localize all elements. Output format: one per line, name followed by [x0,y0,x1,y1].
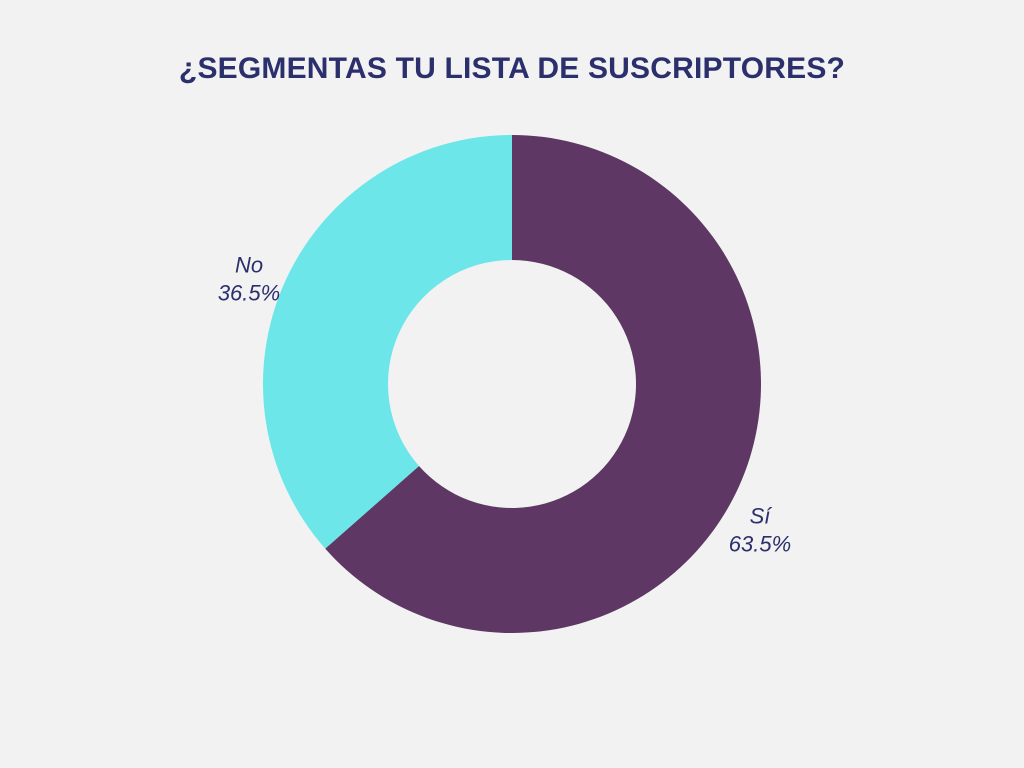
slice-si [325,135,761,633]
slice-label-name: No [235,252,263,277]
slice-labels: Sí 63.5% No 36.5% [218,252,791,556]
chart-title: ¿SEGMENTAS TU LISTA DE SUSCRIPTORES? [178,52,846,85]
slice-label-value: 36.5% [218,280,280,305]
slice-label-name: Sí [750,504,773,529]
slice-label-value: 63.5% [729,532,791,557]
slice-no [263,135,512,549]
donut-slices [263,135,761,633]
